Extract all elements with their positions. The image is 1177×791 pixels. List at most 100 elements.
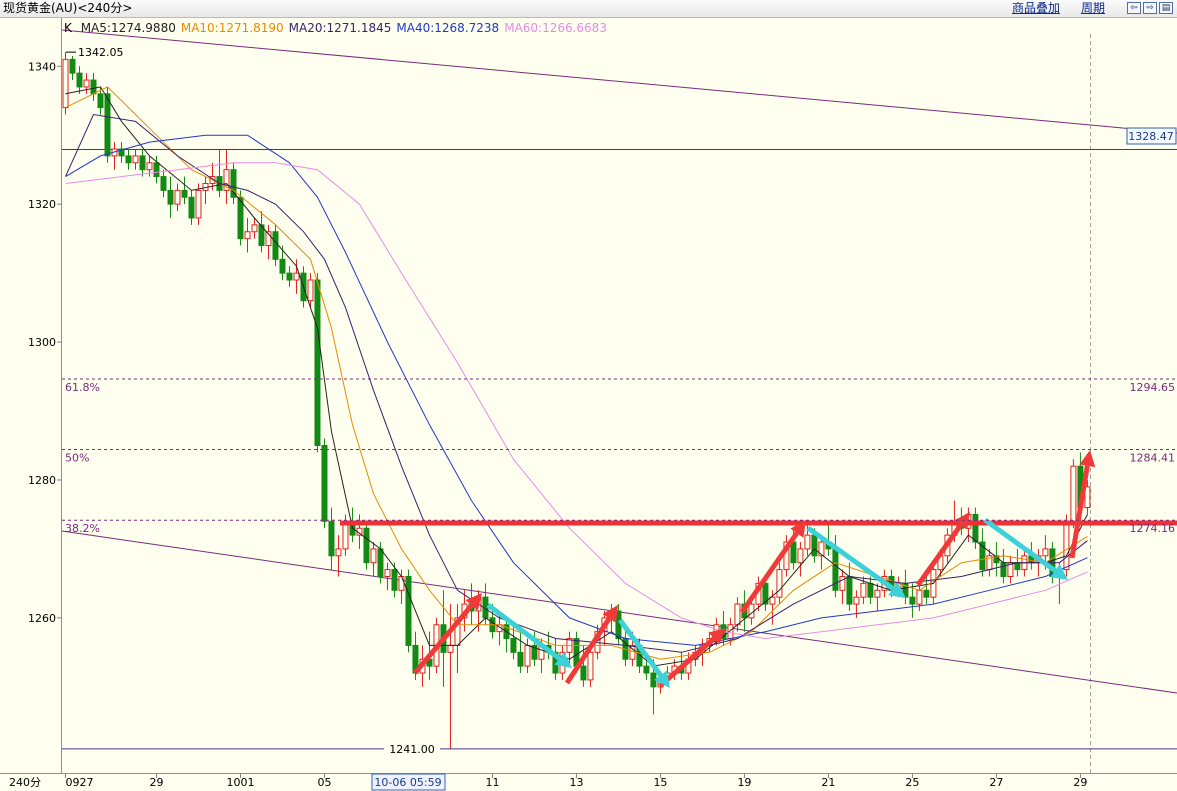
x-tick-label: 13	[569, 776, 583, 789]
x-tick-label: 29	[149, 776, 163, 789]
candle-body	[83, 79, 90, 88]
arrows	[413, 450, 1096, 688]
arrow-head	[708, 628, 726, 645]
candle-body	[797, 548, 804, 564]
x-tick-label: 0927	[65, 776, 93, 789]
trendline-label: 1328.47	[1128, 130, 1174, 143]
ma-line	[65, 86, 1088, 660]
candle-body	[62, 58, 69, 109]
cursor-label-box	[371, 773, 446, 791]
candle-body	[510, 638, 517, 653]
trendline-label-box	[1126, 127, 1177, 145]
arrow-head	[654, 670, 670, 688]
ma-line	[65, 134, 1088, 646]
x-tick-label: 21	[821, 776, 835, 789]
candle-body	[867, 582, 874, 598]
arrow-head	[888, 582, 906, 598]
x-tick-label: 25	[905, 776, 919, 789]
candle-body	[1014, 562, 1021, 571]
candle-body	[405, 575, 412, 646]
candle-body	[167, 189, 174, 205]
arrow-shaft	[739, 531, 799, 614]
legend-entry: MA10:1271.8190	[180, 21, 284, 35]
candle-body	[391, 569, 398, 591]
fib-label: 38.2%	[65, 522, 100, 535]
candle-body	[587, 651, 594, 681]
candle-body	[531, 644, 538, 660]
candle-body	[916, 589, 923, 605]
cursor-label: 10-06 05:59	[374, 776, 441, 789]
candle-body	[776, 569, 783, 598]
arrow-head	[602, 605, 618, 623]
candle-body	[1042, 548, 1049, 557]
candle-body	[762, 582, 769, 605]
ma-line	[65, 162, 1088, 640]
period-label: 240分	[9, 776, 41, 789]
arrow-head	[954, 512, 970, 530]
candle-body	[265, 231, 272, 247]
candle-body	[230, 169, 237, 198]
arrow-shaft	[915, 523, 963, 587]
candles	[62, 52, 1091, 749]
overlay-button[interactable]: 商品叠加	[1012, 1, 1061, 15]
arrow-head	[790, 520, 806, 538]
low-label-bg	[384, 741, 440, 755]
candle-body	[1084, 486, 1091, 509]
candle-body	[363, 527, 370, 564]
candle-body	[258, 224, 265, 247]
candle-body	[104, 93, 111, 157]
y-tick-label: 1320	[28, 198, 56, 211]
candle-body	[384, 569, 391, 577]
candle-body	[321, 444, 328, 522]
candle-body	[517, 651, 524, 667]
candle-body	[244, 231, 251, 240]
arrow-head	[465, 593, 482, 611]
arrow-shaft	[617, 618, 663, 677]
legend-entry: MA20:1271.1845	[288, 21, 392, 35]
layout-button[interactable]: ▤	[1159, 2, 1173, 14]
arrow-shaft	[413, 603, 474, 675]
arrow-head	[1079, 450, 1096, 468]
arrow-shaft	[564, 617, 612, 685]
candle-body	[447, 644, 454, 653]
fib-value: 1284.41	[1130, 452, 1176, 465]
x-tick-label: 27	[989, 776, 1003, 789]
prev-button[interactable]: ⇦	[1127, 2, 1141, 14]
candle-body	[377, 548, 384, 577]
candle-body	[132, 155, 139, 164]
candle-body	[286, 272, 293, 281]
candle-body	[370, 548, 377, 564]
arrow-shaft	[983, 517, 1057, 573]
legend-entry: MA5:1274.9880	[80, 21, 176, 35]
candle-body	[811, 534, 818, 557]
candle-body	[181, 189, 188, 198]
candle-body	[580, 665, 587, 681]
candle-body	[272, 231, 279, 260]
fib-levels: 61.8% 1294.65 50% 1284.41 38.2% 1274.16	[62, 378, 1177, 535]
toolbar: 现货黄金(AU)<240分> 商品叠加 周期 ⇦ ⇨ ▤	[0, 0, 1177, 18]
arrow-head	[554, 652, 572, 668]
candle-body	[909, 596, 916, 605]
arrow-shaft	[486, 603, 561, 661]
candle-body	[398, 575, 405, 591]
moving-averages	[65, 86, 1088, 667]
fib-value: 1294.65	[1130, 381, 1176, 394]
next-button[interactable]: ⇨	[1143, 2, 1157, 14]
candle-body	[251, 224, 258, 233]
period-button[interactable]: 周期	[1081, 1, 1106, 15]
candle-body	[307, 279, 314, 302]
candle-body	[97, 93, 104, 109]
arrow-shaft	[806, 525, 895, 591]
x-tick-label: 11	[485, 776, 499, 789]
candle-body	[118, 148, 125, 157]
candle-body	[76, 72, 83, 88]
candle-body	[972, 513, 979, 543]
candle-body	[195, 189, 202, 219]
candle-body	[804, 534, 811, 550]
candle-body	[223, 169, 230, 191]
candle-body	[160, 176, 167, 191]
candle-body	[125, 155, 132, 164]
x-tick-label: 29	[1073, 776, 1087, 789]
candle-body	[979, 541, 986, 571]
